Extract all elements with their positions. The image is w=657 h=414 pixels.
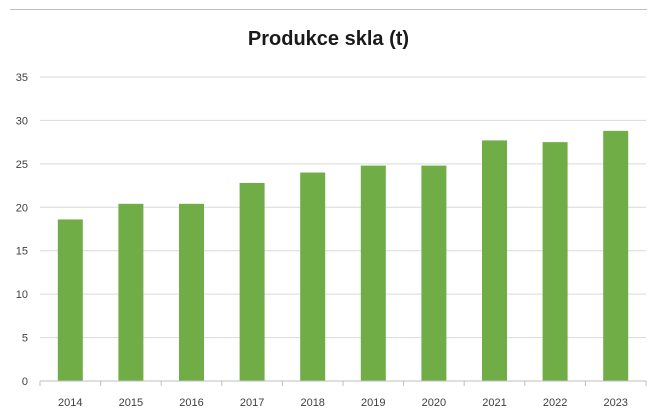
x-tick-label: 2015 — [119, 397, 143, 409]
y-tick-label: 30 — [16, 115, 28, 127]
bar-2019 — [360, 165, 386, 381]
y-tick-label: 15 — [16, 246, 28, 258]
x-tick-label: 2019 — [361, 397, 385, 409]
x-tick-label: 2018 — [300, 397, 324, 409]
x-tick-label: 2022 — [543, 397, 567, 409]
x-tick-label: 2014 — [58, 397, 82, 409]
axes — [39, 380, 647, 386]
tick-labels: 0 5 10 15 20 25 30 35 2014 2015 2016 2017 2018 2019 20… — [16, 72, 628, 409]
x-tick-label: 2021 — [482, 397, 506, 409]
x-tick-label: 2023 — [603, 397, 627, 409]
bars — [57, 130, 629, 381]
bar-2015 — [118, 203, 144, 381]
y-tick-label: 5 — [22, 333, 28, 345]
bar-2023 — [603, 130, 629, 381]
y-tick-label: 35 — [16, 72, 28, 84]
bar-2021 — [482, 140, 507, 381]
x-tick-label: 2016 — [179, 397, 203, 409]
bar-2020 — [421, 165, 447, 381]
bar-2022 — [542, 142, 568, 381]
top-divider — [10, 9, 647, 10]
bar-2018 — [300, 172, 326, 381]
y-tick-label: 20 — [16, 202, 28, 214]
y-tick-label: 25 — [16, 159, 28, 171]
bar-2014 — [57, 219, 83, 381]
x-tick-label: 2020 — [422, 397, 446, 409]
bar-2016 — [179, 203, 204, 381]
y-tick-label: 10 — [16, 289, 28, 301]
x-tick-label: 2017 — [240, 397, 264, 409]
y-tick-label: 0 — [22, 376, 28, 388]
bar-2017 — [239, 182, 265, 381]
chart-title: Produkce skla (t) — [247, 28, 410, 50]
